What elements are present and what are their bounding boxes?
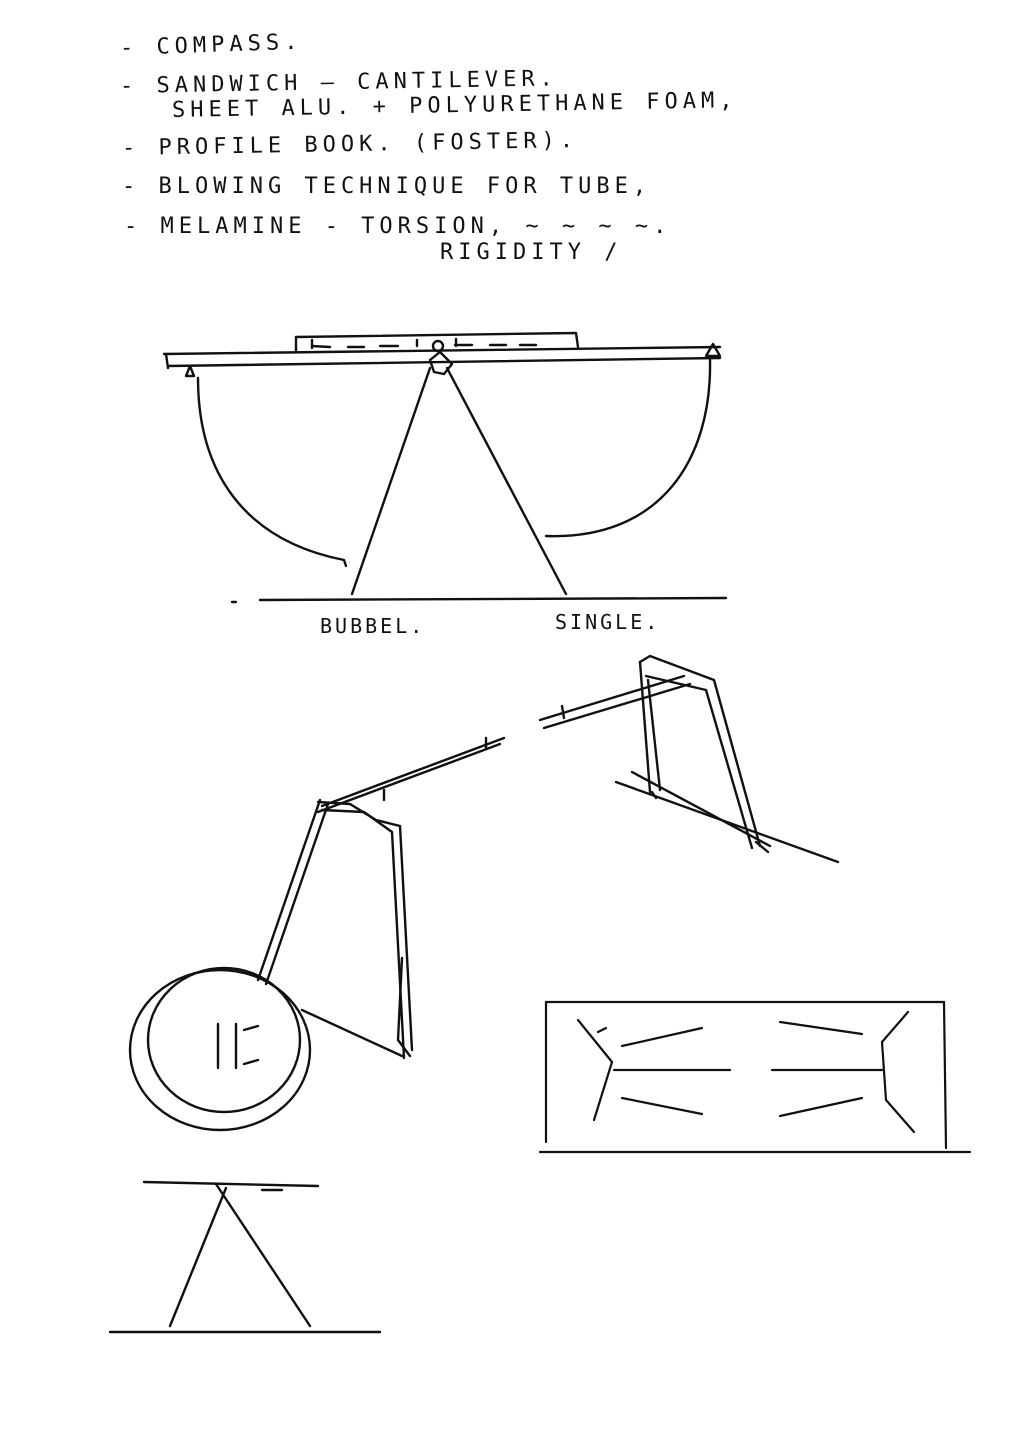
note-melamine: - MELAMINE - TORSION, ~ ~ ~ ~. <box>124 214 672 239</box>
plan-view-sketch <box>538 1000 972 1154</box>
label-single: SINGLE. <box>555 610 661 634</box>
note-blowing-technique: - BLOWING TECHNIQUE FOR TUBE, <box>122 174 652 199</box>
perspective-base-sketch <box>128 736 506 1132</box>
cantilever-frame-sketch <box>538 654 840 864</box>
x-frame-elevation-sketch <box>108 1180 382 1334</box>
label-bubble: BUBBEL. <box>320 614 426 638</box>
table-elevation-sketch <box>162 331 728 604</box>
note-rigidity: RIGIDITY / <box>440 240 623 265</box>
